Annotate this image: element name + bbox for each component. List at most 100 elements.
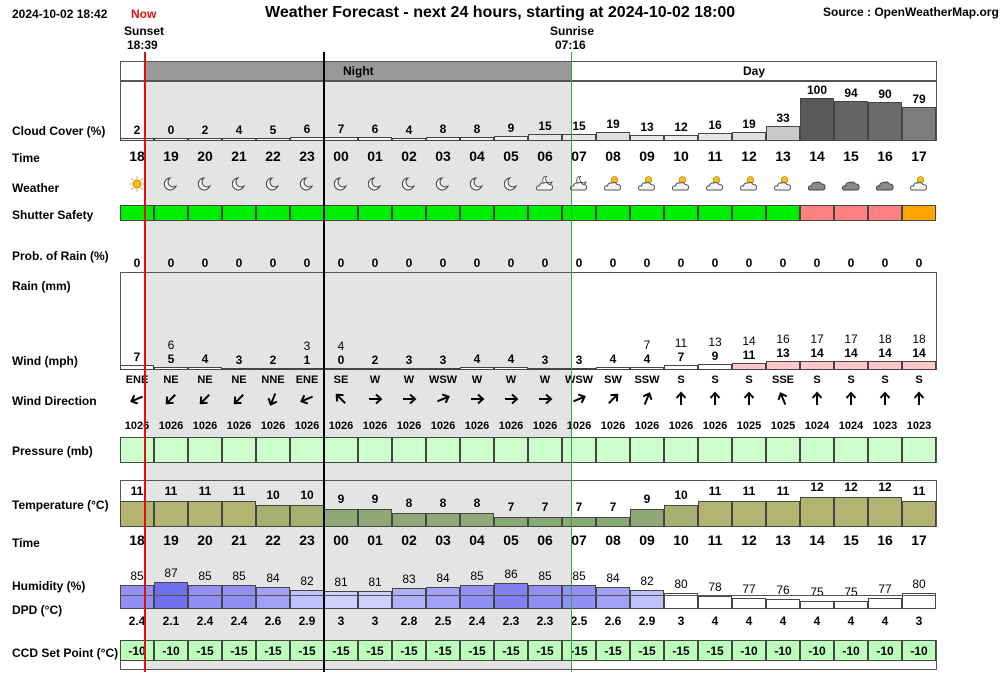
temperature-bar <box>256 505 290 527</box>
humidity-value: 78 <box>708 580 722 594</box>
prob-rain-value: 0 <box>235 256 243 270</box>
temperature-bar <box>800 497 834 527</box>
shutter-safety-cell <box>630 205 664 221</box>
pressure-cell <box>256 437 290 463</box>
cloud-icon <box>841 176 861 192</box>
shutter-safety-cell <box>834 205 868 221</box>
time-cell: 13 <box>775 148 791 164</box>
temperature-bar <box>392 513 426 527</box>
temperature-bar <box>664 505 698 527</box>
wind-arrow-icon <box>401 391 417 412</box>
label-prob-rain: Prob. of Rain (%) <box>12 249 109 263</box>
temperature-bar <box>698 501 732 527</box>
pressure-cell <box>120 437 154 463</box>
ccd-set-point-value: -15 <box>604 644 622 658</box>
pressure-value: 1026 <box>634 420 660 432</box>
time-cell: 08 <box>605 148 621 164</box>
humidity-bar <box>426 587 460 609</box>
temperature-bar <box>290 505 324 527</box>
humidity-bar <box>698 596 732 609</box>
ccd-cell <box>222 640 256 661</box>
humidity-bar <box>392 588 426 609</box>
prob-rain-value: 0 <box>643 256 651 270</box>
temperature-bar <box>732 501 766 527</box>
label-pressure: Pressure (mb) <box>12 444 93 458</box>
dpd-value: 2.3 <box>502 614 520 628</box>
cloud-icon <box>875 176 895 192</box>
time-cell-2: 18 <box>129 532 145 548</box>
wind-arrow-icon <box>231 391 247 412</box>
dpd-value: 2.4 <box>230 614 248 628</box>
humidity-divider <box>800 595 834 596</box>
time-cell-2: 21 <box>231 532 247 548</box>
pressure-cell <box>834 437 868 463</box>
cloud-bar <box>834 101 868 141</box>
shutter-safety-cell <box>120 205 154 221</box>
temperature-bar <box>358 509 392 527</box>
humidity-bar <box>256 587 290 609</box>
ccd-set-point-value: -10 <box>774 644 792 658</box>
shutter-safety-cell <box>256 205 290 221</box>
ccd-set-point-value: -15 <box>570 644 588 658</box>
wind-direction-value: W <box>539 374 551 386</box>
time-cell-2: 19 <box>163 532 179 548</box>
label-temperature: Temperature (°C) <box>12 498 109 512</box>
wind-arrow-icon <box>605 391 621 412</box>
now-line <box>144 52 146 672</box>
temperature-bar <box>902 501 936 527</box>
humidity-value: 76 <box>776 583 790 597</box>
pressure-value: 1023 <box>872 420 898 432</box>
cloud-bar <box>800 98 834 141</box>
humidity-value: 84 <box>606 571 620 585</box>
wind-gust-value: 17 <box>810 332 824 346</box>
time-cell: 01 <box>367 148 383 164</box>
cloud-cover-value: 4 <box>405 123 413 137</box>
dpd-value: 2.1 <box>162 614 180 628</box>
shutter-safety-cell <box>902 205 936 221</box>
night-header <box>145 62 572 80</box>
temperature-bar <box>630 509 664 527</box>
shutter-safety-cell <box>460 205 494 221</box>
ccd-set-point-value: -10 <box>740 644 758 658</box>
ccd-set-point-value: -15 <box>230 644 248 658</box>
wind-speed-value: 3 <box>439 353 447 367</box>
pressure-value: 1026 <box>158 420 184 432</box>
current-datetime: 2024-10-02 18:42 <box>12 7 108 21</box>
prob-rain-value: 0 <box>881 256 889 270</box>
pressure-cell <box>562 437 596 463</box>
ccd-cell <box>188 640 222 661</box>
time-cell-2: 13 <box>775 532 791 548</box>
ccd-set-point-value: -15 <box>332 644 350 658</box>
dpd-value: 2.9 <box>638 614 656 628</box>
pressure-cell <box>290 437 324 463</box>
ccd-set-point-value: -15 <box>196 644 214 658</box>
wind-arrow-icon <box>197 391 213 412</box>
shutter-safety-cell <box>154 205 188 221</box>
time-cell: 06 <box>537 148 553 164</box>
ccd-cell <box>528 640 562 661</box>
humidity-divider <box>902 595 936 596</box>
humidity-bar <box>120 585 154 609</box>
humidity-bar <box>868 598 902 609</box>
shutter-safety-cell <box>290 205 324 221</box>
time-cell-2: 03 <box>435 532 451 548</box>
sunrise-line <box>571 52 572 672</box>
prob-rain-value: 0 <box>303 256 311 270</box>
pressure-cell <box>664 437 698 463</box>
prob-rain-value: 0 <box>269 256 277 270</box>
ccd-set-point-value: -10 <box>876 644 894 658</box>
wind-speed-value: 2 <box>269 353 277 367</box>
humidity-value: 85 <box>232 569 246 583</box>
cloud-bar <box>324 137 358 141</box>
wind-speed-value: 5 <box>167 352 175 366</box>
wind-speed-value: 0 <box>337 353 345 367</box>
pressure-value: 1023 <box>906 420 932 432</box>
shutter-safety-cell <box>392 205 426 221</box>
wind-speed-value: 3 <box>405 353 413 367</box>
dpd-value: 3 <box>677 614 685 628</box>
cloud-bar <box>154 138 188 141</box>
prob-rain-value: 0 <box>371 256 379 270</box>
wind-direction-value: S <box>915 374 923 386</box>
ccd-cell <box>494 640 528 661</box>
time-cell: 11 <box>707 148 723 164</box>
